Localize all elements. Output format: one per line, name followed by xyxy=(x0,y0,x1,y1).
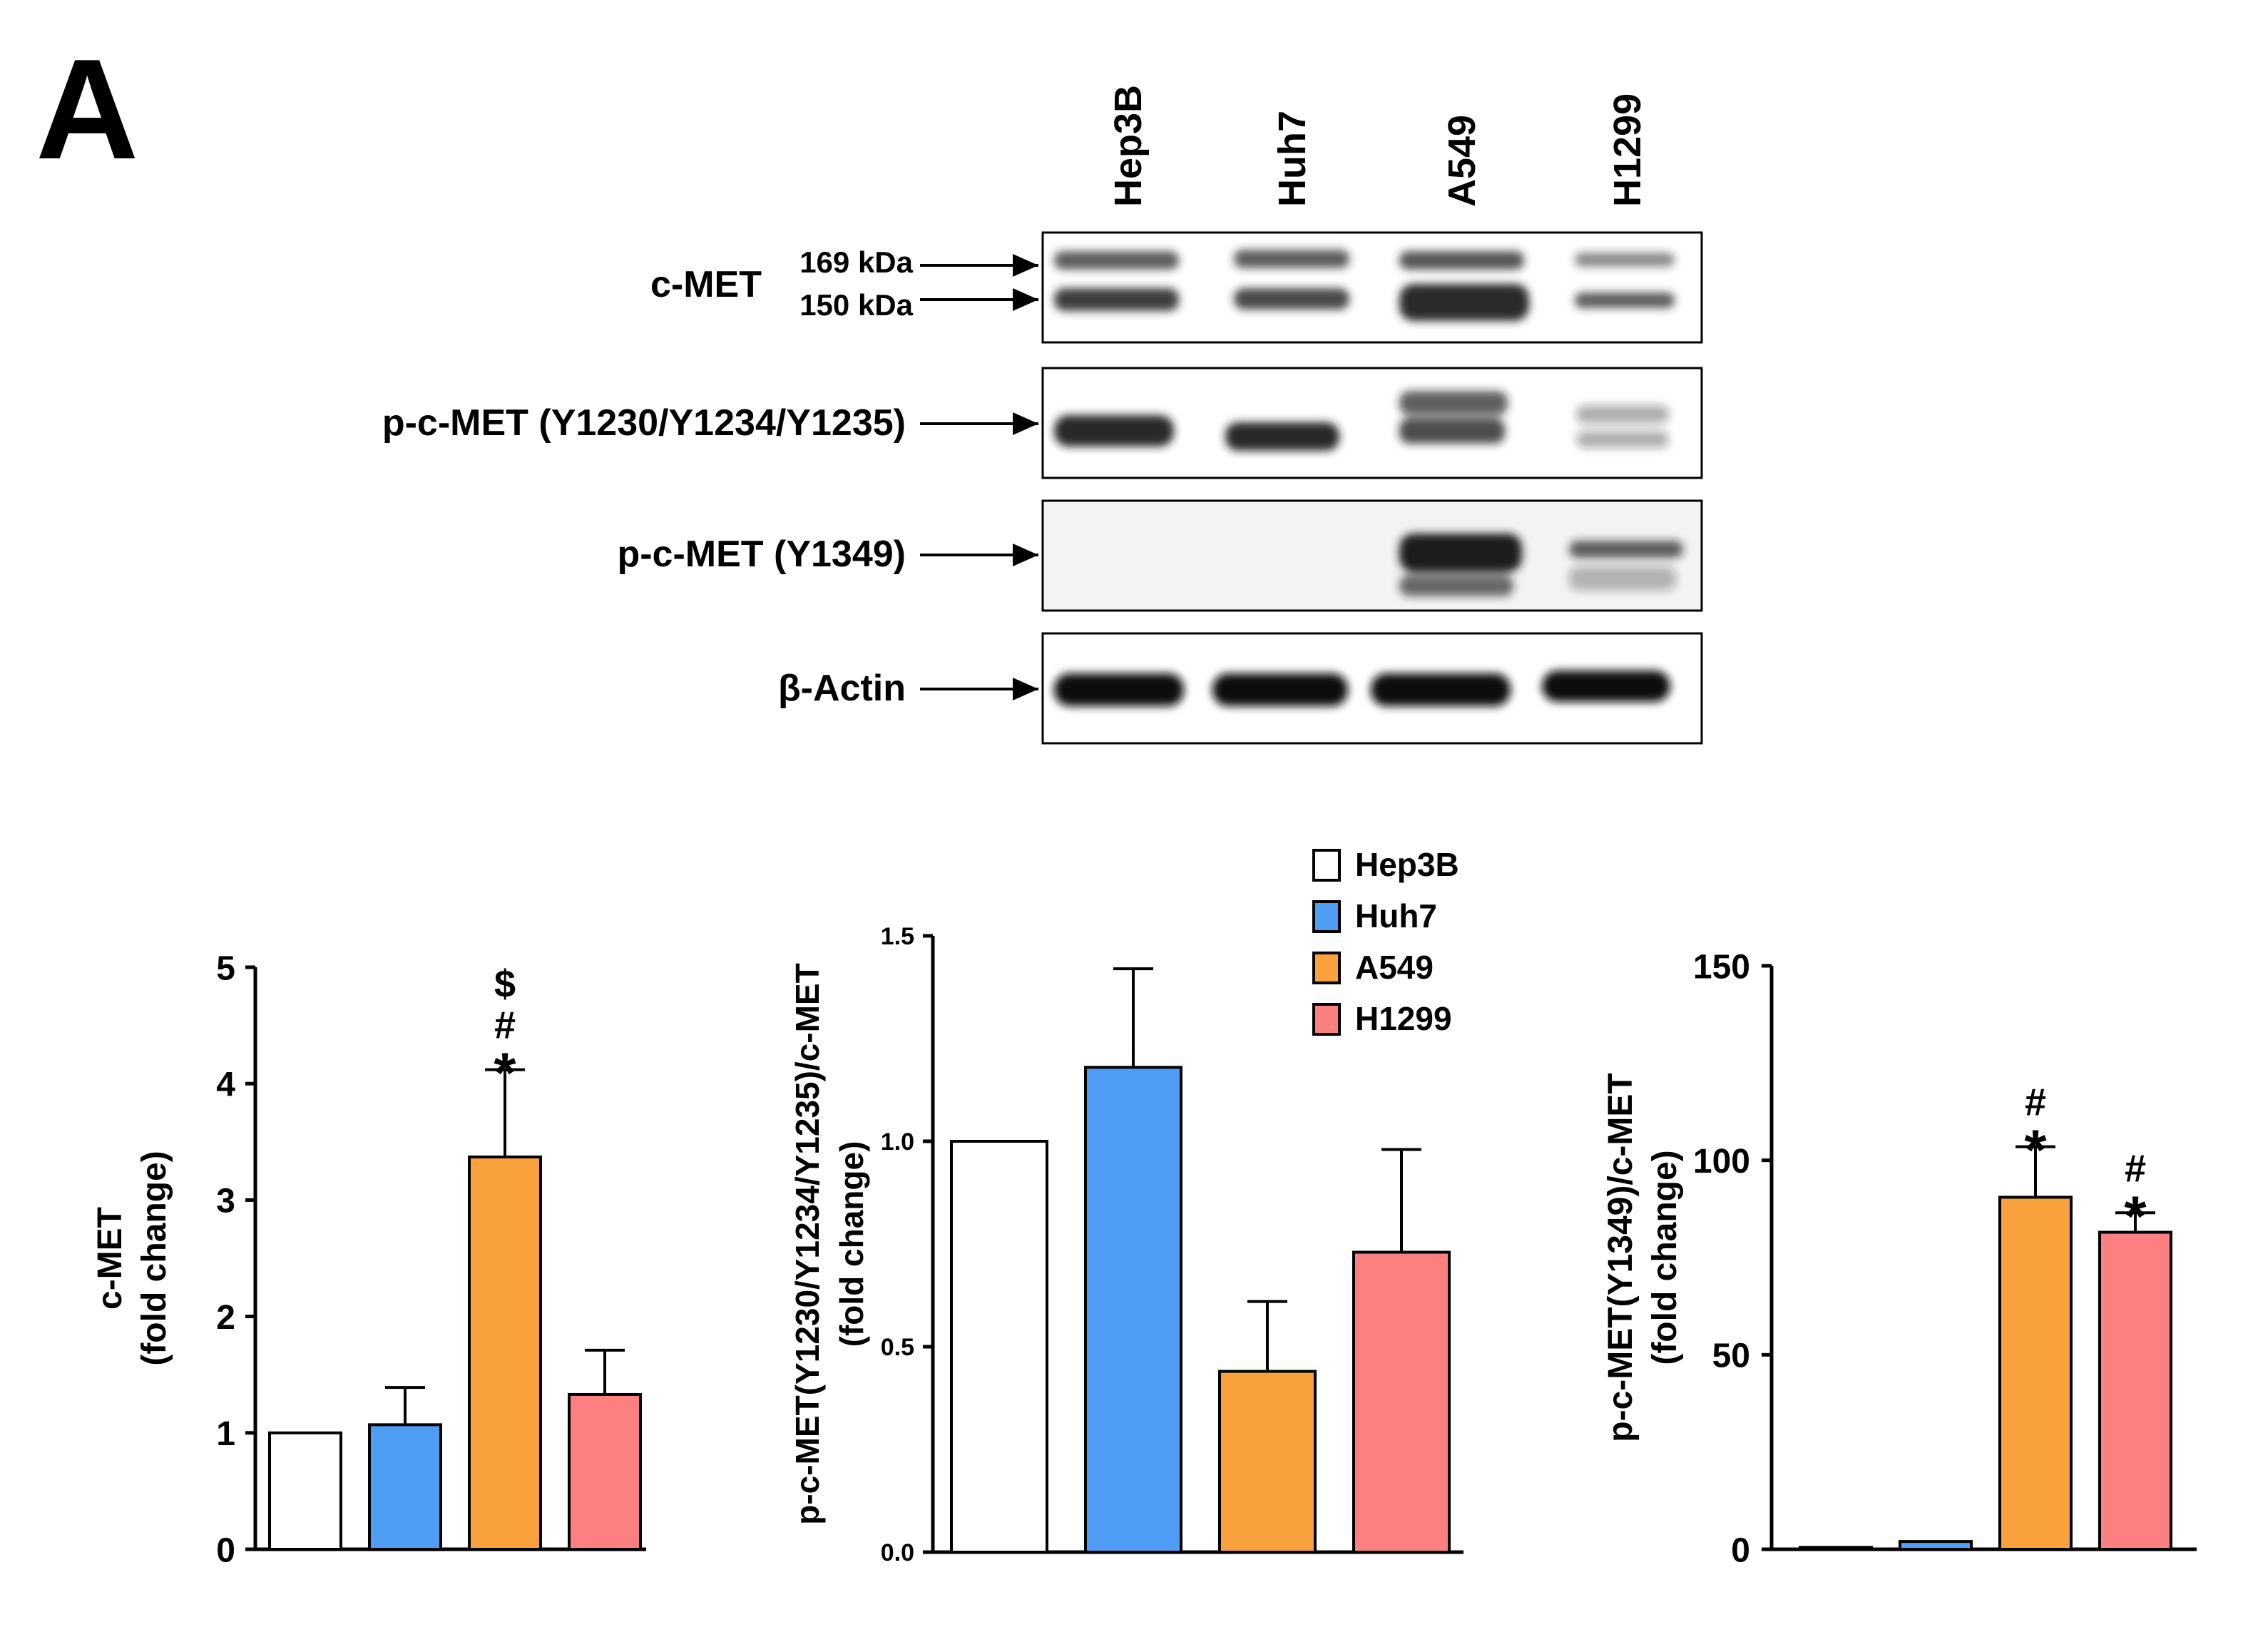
y-tick-label: 0 xyxy=(1731,1531,1750,1569)
significance-dollar: $ xyxy=(494,963,516,1006)
legend-label-h1299: H1299 xyxy=(1355,1000,1452,1037)
y-tick-label: 150 xyxy=(1693,948,1750,986)
y-axis-label-line-1: c-MET xyxy=(91,1207,129,1310)
y-tick-label: 1 xyxy=(216,1415,235,1453)
significance-hash: # xyxy=(2125,1147,2146,1190)
y-tick-label: 5 xyxy=(216,949,235,987)
legend-label-hep3b: Hep3B xyxy=(1355,846,1459,883)
marker-label-150kda: 150 kDa xyxy=(799,288,913,322)
legend-label-a549: A549 xyxy=(1355,949,1434,986)
bar-hep3b xyxy=(268,1431,342,1551)
y-tick-label: 0.0 xyxy=(881,1539,914,1566)
bar-hep3b xyxy=(1799,1546,1873,1551)
blot-row-pcmet-y1349: p-c-MET (Y1349) xyxy=(617,499,1703,612)
blot-label-pcmet-y1349: p-c-MET (Y1349) xyxy=(617,534,906,575)
y-axis-label-line-2: (fold change) xyxy=(1646,1150,1684,1365)
y-axis-label-line-1: p-c-MET(Y1349)/c-MET xyxy=(1602,1073,1640,1442)
bar-h1299 xyxy=(2098,1230,2172,1551)
blot-label-cmet: c-MET xyxy=(650,264,762,305)
y-tick-label: 3 xyxy=(216,1183,235,1220)
blot-row-cmet: c-MET 169 kDa 150 kDa xyxy=(650,231,1703,344)
y-tick-label: 1.5 xyxy=(881,923,914,950)
chart-pcmet-y1230-ratio: 0.0 0.5 1.0 1.5 p-c-MET(Y1230/Y1234/Y1235)/c… xyxy=(789,923,1463,1566)
significance-asterisk: * xyxy=(2024,1118,2047,1182)
lane-labels: Hep3B Huh7 A549 H1299 xyxy=(1107,85,1649,207)
bar-huh7 xyxy=(368,1423,442,1551)
legend-swatch-a549 xyxy=(1312,952,1341,984)
bar-a549 xyxy=(1998,1195,2073,1551)
bar-a549 xyxy=(468,1156,542,1551)
legend: Hep3B Huh7 A549 H1299 xyxy=(1312,846,1459,1037)
bar-a549 xyxy=(1218,1370,1317,1554)
bar-h1299 xyxy=(1352,1250,1451,1554)
y-tick-label: 4 xyxy=(216,1066,235,1103)
chart-cmet-fold-change: 0 1 2 3 4 5 *#$ c-MET (fold change) xyxy=(91,949,646,1569)
lane-label-hep3b: Hep3B xyxy=(1107,85,1150,207)
blot-row-pcmet-y1230: p-c-MET (Y1230/Y1234/Y1235) xyxy=(382,367,1703,479)
lane-label-a549: A549 xyxy=(1441,115,1483,207)
legend-label-huh7: Huh7 xyxy=(1355,897,1437,934)
y-tick-label: 0 xyxy=(216,1531,235,1569)
y-tick-label: 1.0 xyxy=(881,1128,914,1156)
y-tick-label: 2 xyxy=(216,1299,235,1337)
significance-hash: # xyxy=(2025,1081,2046,1124)
blot-frame-cmet xyxy=(1041,231,1703,344)
y-axis-label-line-2: (fold change) xyxy=(833,1141,870,1347)
significance-hash: # xyxy=(494,1004,516,1047)
legend-swatch-hep3b xyxy=(1312,849,1341,882)
blot-row-beta-actin: β-Actin xyxy=(778,632,1703,745)
bar-huh7 xyxy=(1899,1540,1973,1551)
significance-asterisk: * xyxy=(2124,1184,2147,1248)
blot-label-pcmet-y1230: p-c-MET (Y1230/Y1234/Y1235) xyxy=(382,402,906,444)
y-axis-label-line-2: (fold change) xyxy=(136,1151,173,1365)
y-tick-label: 0.5 xyxy=(881,1334,914,1361)
bar-h1299 xyxy=(568,1392,642,1551)
blot-label-beta-actin: β-Actin xyxy=(778,668,906,709)
y-tick-label: 50 xyxy=(1712,1337,1750,1375)
lane-label-huh7: Huh7 xyxy=(1271,111,1314,207)
y-tick-label: 100 xyxy=(1693,1143,1750,1181)
marker-label-169kda: 169 kDa xyxy=(799,245,913,279)
legend-swatch-huh7 xyxy=(1312,900,1341,933)
bar-hep3b xyxy=(950,1140,1048,1554)
bar-huh7 xyxy=(1084,1066,1182,1554)
panel-letter: A xyxy=(36,30,138,189)
significance-asterisk: * xyxy=(494,1041,516,1105)
lane-label-h1299: H1299 xyxy=(1606,93,1649,207)
legend-swatch-h1299 xyxy=(1312,1003,1341,1036)
y-axis-label-line-1: p-c-MET(Y1230/Y1234/Y1235)/c-MET xyxy=(789,963,826,1524)
